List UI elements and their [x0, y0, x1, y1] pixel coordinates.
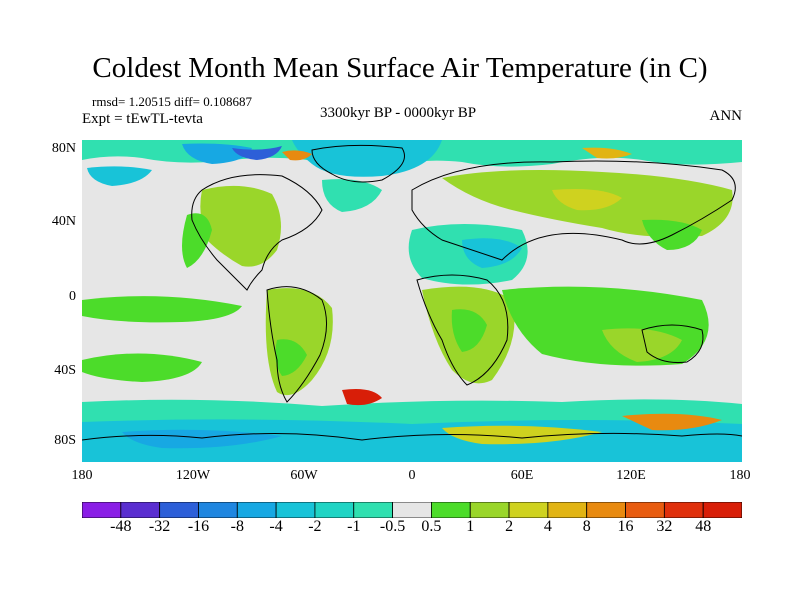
lon-label-60w: 60W	[290, 468, 318, 483]
period-label: 3300kyr BP - 0000kyr BP	[320, 105, 477, 121]
lat-label-40s: 40S	[54, 363, 76, 378]
colorbar-label: -1	[347, 518, 361, 535]
colorbar-label: -32	[148, 518, 171, 535]
colorbar-swatch	[392, 502, 432, 518]
lat-label-80n: 80N	[51, 141, 76, 156]
colorbar-label: -8	[230, 518, 244, 535]
colorbar-swatch	[198, 502, 238, 518]
colorbar-label: 1	[466, 518, 475, 535]
colorbar-label: 4	[543, 518, 552, 535]
stats-text: rmsd= 1.20515 diff= 0.108687	[92, 94, 252, 109]
tropical-anomaly-bands	[82, 286, 709, 382]
colorbar-swatch	[508, 502, 549, 518]
lat-label-80s: 80S	[54, 433, 76, 448]
colorbar-swatch	[663, 502, 704, 518]
lat-label-40n: 40N	[51, 214, 76, 229]
lon-label-120e: 120E	[616, 468, 646, 483]
lon-label-0: 0	[408, 468, 416, 483]
colorbar-label: -0.5	[379, 518, 406, 535]
africa-anomaly	[422, 286, 515, 384]
southern-ocean-anomaly	[82, 389, 742, 462]
colorbar-swatch	[159, 502, 199, 518]
colorbar-swatch	[702, 502, 742, 518]
lon-label-180w: 180	[71, 468, 93, 483]
colorbar-swatch	[353, 502, 393, 518]
colorbar-label: -48	[110, 518, 132, 535]
lon-label-120w: 120W	[175, 468, 211, 483]
colorbar-swatch	[469, 502, 510, 518]
season-label: ANN	[709, 108, 743, 124]
colorbar-label: -16	[187, 518, 210, 535]
colorbar-swatch	[547, 502, 588, 518]
colorbar-swatch	[314, 502, 355, 518]
colorbar-swatch	[431, 502, 471, 518]
arctic-anomaly-field	[82, 140, 742, 186]
colorbar-swatch	[236, 502, 277, 518]
colorbar-label: 16	[617, 518, 634, 535]
temperature-map	[82, 140, 742, 462]
colorbar-label: 32	[656, 518, 673, 535]
colorbar-swatch	[275, 502, 316, 518]
map-title: Coldest Month Mean Surface Air Temperatu…	[92, 52, 708, 84]
colorbar-swatch	[120, 502, 161, 518]
coastlines	[82, 144, 742, 441]
lat-label-0: 0	[69, 289, 76, 304]
colorbar-label: 2	[505, 518, 514, 535]
south-america-anomaly	[265, 288, 333, 396]
lon-label-180e: 180	[729, 468, 751, 483]
north-america-anomaly	[182, 179, 382, 268]
eurasia-anomaly	[408, 170, 733, 285]
colorbar-swatch	[625, 502, 665, 518]
colorbar-swatch	[586, 502, 626, 518]
colorbar-label: 8	[582, 518, 591, 535]
colorbar	[82, 502, 742, 518]
experiment-label: Expt = tEwTL-tevta	[82, 111, 203, 127]
colorbar-swatch	[82, 502, 122, 518]
colorbar-label: -4	[269, 518, 283, 535]
colorbar-label: 0.5	[421, 518, 442, 535]
lon-label-60e: 60E	[510, 468, 534, 483]
colorbar-label: -2	[308, 518, 322, 535]
colorbar-label: 48	[695, 518, 712, 535]
